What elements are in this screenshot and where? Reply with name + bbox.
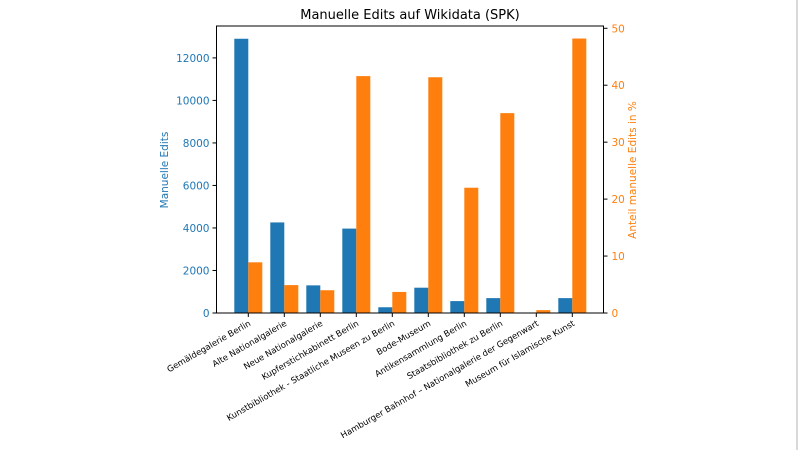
left-tick-label: 0: [203, 308, 210, 320]
chart-title: Manuelle Edits auf Wikidata (SPK): [300, 8, 520, 23]
bar-edits-4: [378, 307, 393, 313]
left-tick-label: 8000: [183, 138, 210, 150]
right-tick-label: 40: [612, 80, 625, 92]
bar-percent-7: [500, 113, 515, 313]
left-axis: 0 2000 4000 6000 8000 10000 12000: [176, 53, 217, 320]
left-tick-label: 12000: [176, 53, 209, 65]
bar-edits-9: [558, 298, 573, 313]
plot-frame: [216, 25, 604, 314]
bar-edits-6: [450, 301, 465, 313]
left-tick-label: 10000: [176, 95, 209, 107]
right-tick-label: 0: [612, 308, 619, 320]
bar-edits-3: [342, 228, 357, 313]
right-tick-label: 20: [612, 194, 625, 206]
bar-edits-2: [306, 285, 321, 313]
bars-group: [234, 38, 587, 314]
y-axis-label: Manuelle Edits: [159, 132, 171, 209]
left-tick-label: 4000: [183, 223, 210, 235]
right-axis: 0 10 20 30 40 50: [603, 23, 625, 320]
window-edge: [796, 0, 798, 450]
left-tick-label: 6000: [183, 180, 210, 192]
bar-percent-4: [392, 291, 407, 313]
left-tick-label: 2000: [183, 265, 210, 277]
right-tick-label: 50: [612, 23, 625, 35]
bar-edits-1: [270, 222, 285, 313]
bar-edits-5: [414, 287, 429, 313]
bar-edits-7: [486, 298, 501, 313]
right-tick-label: 10: [612, 251, 625, 263]
bar-percent-3: [356, 76, 371, 313]
bar-percent-0: [248, 262, 263, 313]
bar-percent-9: [572, 38, 587, 314]
right-tick-label: 30: [612, 137, 625, 149]
bar-percent-2: [320, 290, 335, 313]
bar-percent-5: [428, 77, 443, 313]
bar-percent-1: [284, 285, 299, 313]
bar-percent-6: [464, 187, 479, 313]
bar-edits-0: [234, 38, 249, 313]
bar-percent-8: [536, 310, 551, 313]
y2-axis-label: Anteil manuelle Edits in %: [627, 101, 639, 239]
